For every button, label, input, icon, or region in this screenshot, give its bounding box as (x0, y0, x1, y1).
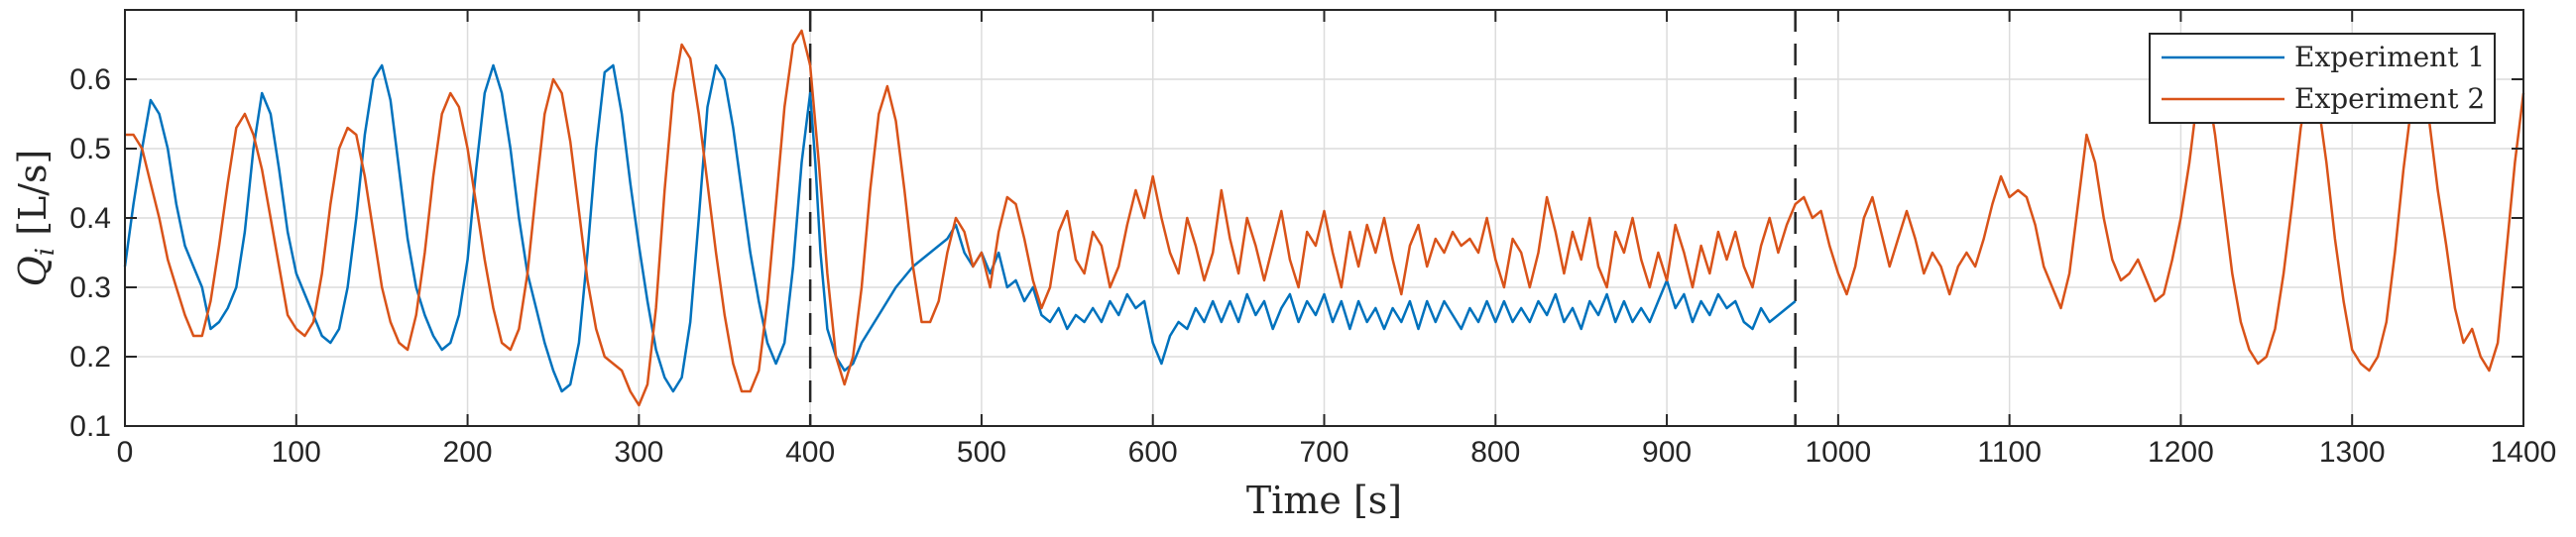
y-tick-label: 0.6 (69, 63, 111, 96)
legend-box (2149, 33, 2496, 124)
x-axis-label: Time [s] (1246, 479, 1402, 522)
x-tick-label: 1200 (2148, 436, 2214, 469)
x-tick-labels: 0 100 200 300 400 500 600 700 800 900 1000 1100 1200… (117, 436, 2557, 469)
x-tick-label: 1100 (1977, 436, 2042, 469)
series-line-experiment-1 (123, 63, 1797, 393)
x-tick-label: 600 (1128, 436, 1178, 469)
x-tick-label: 300 (614, 436, 663, 469)
legend-label-experiment-1: Experiment 1 (2294, 41, 2485, 73)
y-tick-label: 0.1 (69, 410, 111, 443)
x-tick-label: 100 (272, 436, 321, 469)
y-tick-label: 0.5 (69, 133, 111, 165)
series-line-experiment-2 (125, 29, 2525, 407)
x-tick-label: 1300 (2319, 436, 2386, 469)
y-axis-label-subscript: i (31, 248, 60, 256)
y-tick-labels: 0.1 0.2 0.3 0.4 0.5 0.6 (69, 63, 111, 443)
x-tick-label: 900 (1642, 436, 1692, 469)
y-axis-label-symbol: Q (11, 256, 55, 286)
x-tick-label: 1000 (1805, 436, 1871, 469)
y-tick-label: 0.2 (69, 341, 111, 374)
x-tick-label: 500 (957, 436, 1006, 469)
legend: Experiment 1 Experiment 2 (2149, 33, 2496, 124)
y-axis-label-unit: [L/s] (11, 150, 55, 248)
legend-label-experiment-2: Experiment 2 (2294, 82, 2485, 115)
x-tick-label: 700 (1299, 436, 1348, 469)
y-tick-label: 0.3 (69, 271, 111, 304)
x-tick-label: 400 (785, 436, 835, 469)
x-tick-label: 1400 (2491, 436, 2557, 469)
y-tick-label: 0.4 (69, 202, 111, 235)
x-tick-label: 200 (443, 436, 493, 469)
y-axis-label: Qi [L/s] (11, 150, 60, 287)
series-lines (123, 29, 2525, 407)
axis-ticks (124, 10, 2524, 427)
x-tick-label: 800 (1470, 436, 1520, 469)
x-tick-label: 0 (117, 436, 134, 469)
